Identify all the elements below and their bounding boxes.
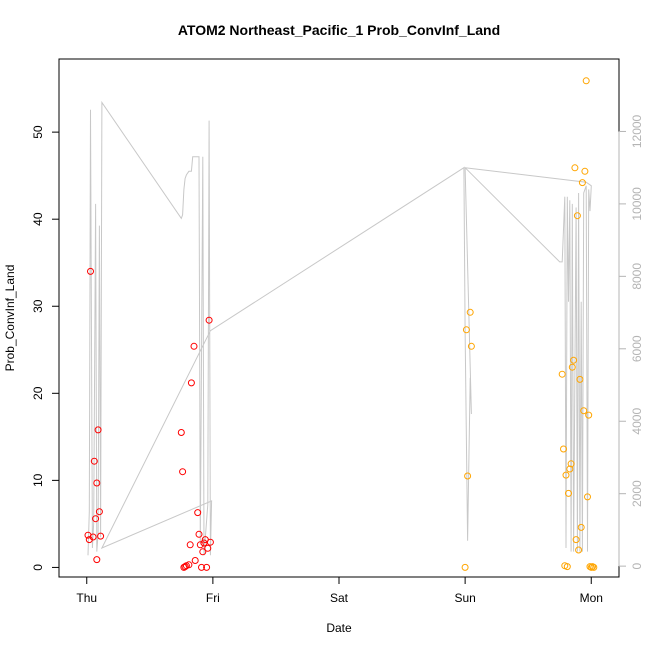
data-point-red bbox=[186, 541, 194, 549]
data-point-orange bbox=[577, 523, 585, 531]
data-point-red bbox=[187, 379, 195, 387]
data-point-red bbox=[195, 530, 203, 538]
data-point-orange bbox=[560, 445, 567, 453]
left-axis-tick-label: 20 bbox=[31, 386, 45, 400]
right-axis-tick-label: 6000 bbox=[630, 335, 644, 362]
data-point-orange bbox=[576, 375, 584, 383]
bottom-axis-tick-label: Sun bbox=[454, 591, 475, 605]
data-point-orange bbox=[466, 308, 474, 316]
data-point-orange bbox=[464, 472, 472, 480]
data-point-orange bbox=[584, 493, 591, 501]
data-point-red bbox=[181, 563, 189, 571]
data-point-red bbox=[191, 557, 199, 564]
data-point-red bbox=[87, 267, 94, 275]
left-axis-tick-label: 40 bbox=[31, 212, 45, 226]
data-point-red bbox=[95, 508, 103, 516]
data-point-red bbox=[93, 556, 101, 564]
secondary-line bbox=[87, 100, 592, 556]
data-point-red bbox=[198, 563, 205, 571]
right-axis-tick-label: 8000 bbox=[630, 263, 644, 290]
data-point-orange bbox=[585, 411, 593, 419]
bottom-axis-tick-label: Thu bbox=[76, 591, 97, 605]
left-axis-tick-label: 50 bbox=[31, 125, 45, 139]
data-point-red bbox=[93, 479, 101, 487]
bottom-axis-tick-label: Sat bbox=[330, 591, 349, 605]
data-point-orange bbox=[586, 563, 594, 571]
data-point-red bbox=[204, 544, 212, 552]
chart-title: ATOM2 Northeast_Pacific_1 Prob_ConvInf_L… bbox=[178, 22, 500, 38]
data-point-orange bbox=[575, 546, 583, 554]
right-axis-tick-label: 0 bbox=[630, 562, 644, 569]
data-point-red bbox=[194, 509, 202, 517]
data-point-orange bbox=[566, 465, 574, 473]
right-axis-tick-label: 10000 bbox=[630, 187, 644, 221]
data-point-red bbox=[199, 548, 207, 556]
right-axis-tick-label: 4000 bbox=[630, 408, 644, 435]
data-point-red bbox=[97, 532, 105, 540]
right-axis-tick-label: 12000 bbox=[630, 114, 644, 148]
data-point-orange bbox=[461, 563, 469, 571]
bottom-axis-tick-label: Mon bbox=[580, 591, 603, 605]
right-axis-tick-label: 2000 bbox=[630, 480, 644, 507]
data-point-red bbox=[92, 515, 100, 523]
left-axis-tick-label: 10 bbox=[31, 473, 45, 487]
data-point-orange bbox=[467, 342, 475, 350]
secondary-line-layer bbox=[87, 100, 592, 556]
data-point-orange bbox=[587, 563, 595, 571]
data-point-red bbox=[90, 457, 98, 465]
data-point-orange bbox=[568, 363, 576, 371]
data-point-red bbox=[203, 563, 211, 571]
data-point-orange bbox=[570, 356, 578, 364]
points-layer bbox=[84, 77, 598, 571]
left-axis: 0 10 20 30 40 50 bbox=[31, 125, 60, 571]
left-axis-tick-label: 0 bbox=[31, 564, 45, 571]
data-point-red bbox=[206, 538, 214, 546]
data-point-orange bbox=[563, 563, 571, 571]
data-point-orange bbox=[572, 536, 580, 544]
data-point-orange bbox=[571, 164, 579, 172]
data-point-orange bbox=[565, 489, 572, 497]
data-point-red bbox=[205, 316, 213, 324]
right-axis: 0 2000 4000 6000 8000 10000 12000 bbox=[618, 114, 644, 569]
data-point-orange bbox=[582, 77, 590, 85]
data-point-orange bbox=[462, 326, 470, 334]
y-axis-label: Prob_ConvInf_Land bbox=[3, 265, 17, 372]
data-point-red bbox=[190, 342, 198, 350]
data-point-red bbox=[94, 426, 102, 434]
bottom-axis-tick-label: Fri bbox=[206, 591, 220, 605]
data-point-red bbox=[179, 468, 187, 476]
data-point-orange bbox=[578, 179, 586, 187]
data-point-orange bbox=[562, 471, 570, 479]
data-point-orange bbox=[580, 407, 588, 415]
data-point-red bbox=[177, 429, 185, 436]
x-axis-label: Date bbox=[326, 621, 352, 635]
data-point-orange bbox=[590, 563, 598, 571]
data-point-orange bbox=[567, 460, 575, 468]
data-point-orange bbox=[558, 370, 566, 378]
left-axis-tick-label: 30 bbox=[31, 299, 45, 313]
bottom-axis: Thu Fri Sat Sun Mon bbox=[76, 576, 603, 605]
data-point-orange bbox=[581, 167, 589, 175]
data-point-red bbox=[185, 561, 193, 569]
data-point-orange bbox=[589, 563, 596, 571]
data-point-orange bbox=[573, 212, 581, 220]
data-point-red bbox=[89, 533, 97, 541]
data-point-red bbox=[196, 541, 204, 549]
